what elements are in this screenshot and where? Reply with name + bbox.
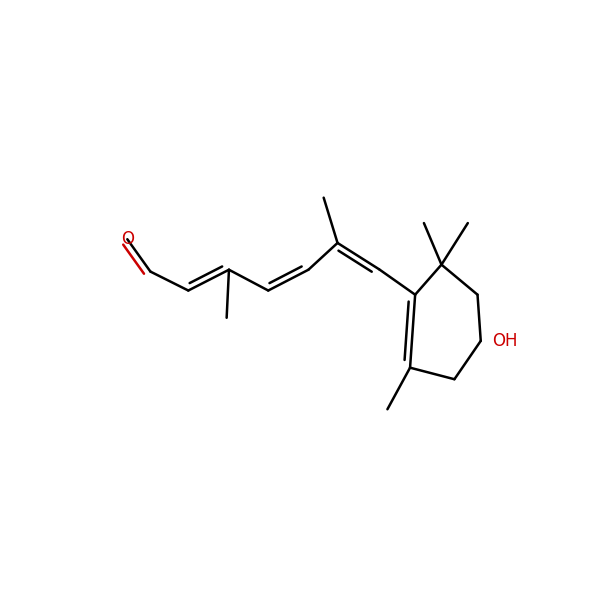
Text: OH: OH <box>493 332 518 350</box>
Text: O: O <box>121 230 134 248</box>
